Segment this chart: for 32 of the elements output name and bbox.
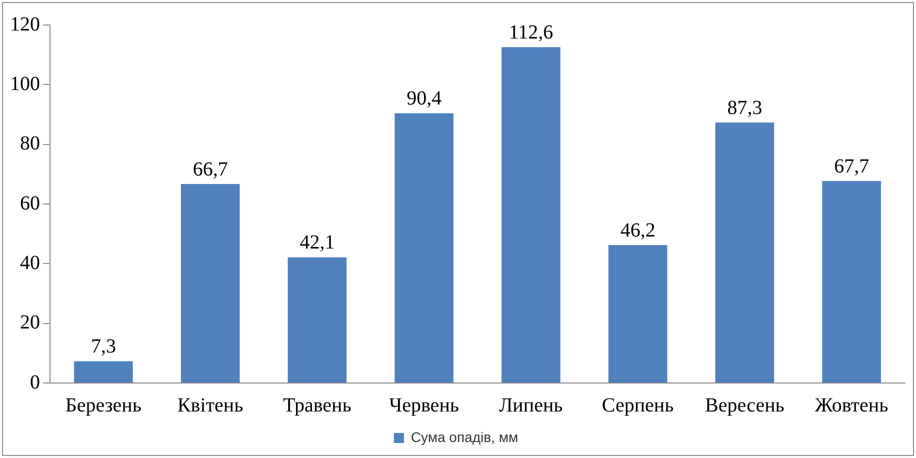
x-tick-label: Вересень: [704, 394, 784, 416]
data-label: 87,3: [727, 96, 762, 119]
bar: [74, 361, 133, 382]
x-tick-label: Березень: [65, 394, 142, 416]
x-tick-label: Липень: [499, 394, 563, 416]
x-tick-label: Квітень: [177, 394, 244, 416]
data-label: 112,6: [508, 21, 554, 44]
bar: [608, 245, 668, 382]
y-tick-label: 0: [30, 371, 40, 394]
data-label: 46,2: [620, 219, 656, 242]
data-label: 42,1: [300, 232, 335, 254]
bar: [394, 113, 454, 382]
legend-label: Сума опадів, мм: [410, 428, 518, 445]
bar: [822, 181, 881, 382]
x-tick-label: Жовтень: [814, 394, 888, 416]
bar: [502, 47, 560, 382]
y-tick-label: 20: [20, 312, 40, 334]
data-label: 7,3: [90, 335, 116, 358]
data-label: 67,7: [834, 155, 870, 178]
y-tick-label: 60: [20, 192, 40, 214]
y-tick-label: 40: [20, 252, 40, 274]
y-tick-label: 120: [10, 13, 40, 36]
x-tick-label: Травень: [283, 394, 352, 416]
y-tick-label: 80: [20, 132, 40, 155]
y-tick-label: 100: [10, 72, 40, 95]
data-label: 66,7: [192, 158, 228, 180]
bar: [715, 122, 774, 382]
bar: [180, 184, 240, 382]
x-tick-label: Червень: [389, 394, 460, 416]
x-tick-label: Серпень: [602, 394, 674, 416]
bar: [288, 257, 347, 382]
data-label: 90,4: [406, 88, 442, 110]
